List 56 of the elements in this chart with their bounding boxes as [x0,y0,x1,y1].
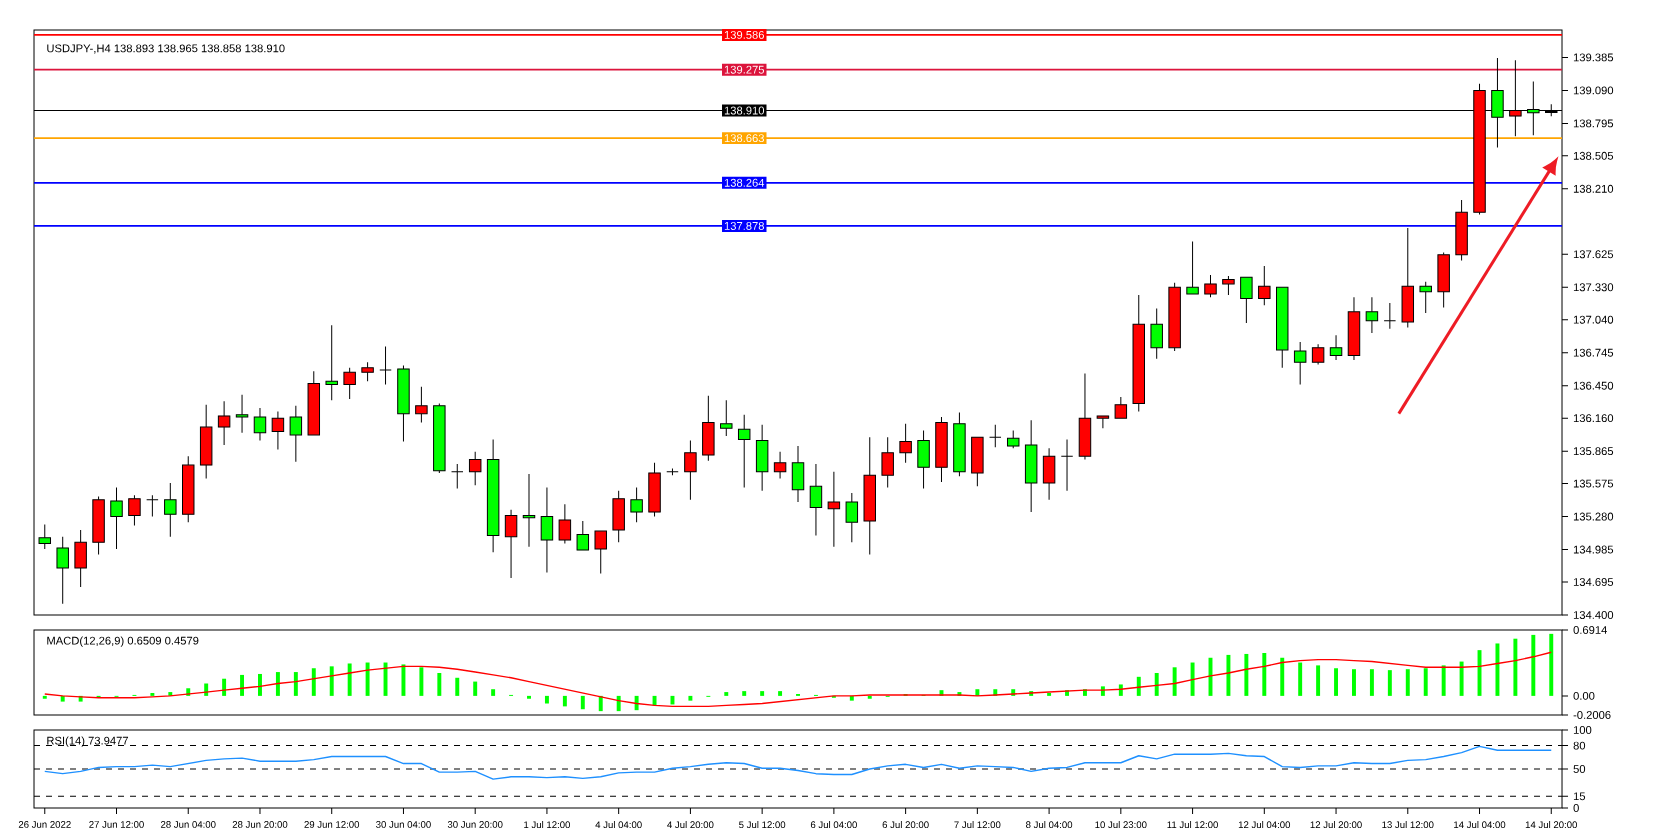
text: MACD(12,26,9) 0.6509 0.4579 [47,636,199,647]
ref-line-label: 139.586 [724,30,764,39]
y-tick-label: 137.625 [1573,250,1614,259]
ref-line-label: 137.878 [724,222,764,230]
y-tick-label: 136.745 [1573,348,1614,357]
y-tick-label: 138.795 [1573,119,1614,128]
ref-line-label: 139.275 [724,65,765,74]
y-tick-label: 136.450 [1573,381,1614,390]
y-tick-label: 0 [1573,804,1579,812]
y-tick-label: -0.2006 [1573,711,1611,719]
y-tick-label: 134.695 [1573,578,1614,586]
y-tick-label: 100 [1573,726,1592,734]
x-tick-label: 4 Jul 04:00 [595,821,642,829]
x-tick-label: 6 Jul 04:00 [810,821,857,829]
y-tick-label: 137.330 [1573,283,1614,292]
x-tick-label: 28 Jun 20:00 [232,821,288,828]
x-tick-label: 29 Jun 12:00 [304,821,360,828]
x-tick-label: 1 Jul 12:00 [524,821,571,829]
y-tick-label: 135.865 [1573,447,1614,456]
x-tick-label: 30 Jun 20:00 [447,821,503,828]
x-tick-label: 26 Jun 2022 [18,821,71,828]
ref-line-label: 138.663 [724,134,764,143]
y-tick-label: 139.385 [1573,53,1614,62]
y-tick-label: 135.575 [1573,479,1614,488]
y-tick-label: 134.985 [1573,545,1614,554]
y-tick-label: 139.090 [1573,86,1614,95]
x-tick-label: 14 Jul 04:00 [1454,821,1506,829]
x-tick-label: 12 Jul 04:00 [1238,821,1291,829]
y-tick-label: 134.400 [1573,611,1614,619]
y-tick-label: 138.505 [1573,151,1614,160]
ref-line-label: 138.264 [724,178,765,187]
y-tick-label: 50 [1573,765,1586,773]
x-tick-label: 4 Jul 20:00 [667,821,714,829]
x-tick-label: 8 Jul 04:00 [1026,821,1073,829]
y-tick-label: 0.6914 [1573,626,1607,634]
y-tick-label: 15 [1573,792,1586,801]
text: USDJPY-,H4 138.893 138.965 138.858 138.910 [47,44,285,54]
y-tick-label: 0.00 [1573,691,1595,700]
y-tick-label: 137.040 [1573,315,1614,324]
y-tick-label: 136.160 [1573,414,1614,423]
x-tick-label: 28 Jun 04:00 [160,821,216,828]
text: RSI(14) 73.9477 [47,736,129,747]
x-tick-label: 7 Jul 12:00 [954,821,1001,829]
y-tick-label: 135.280 [1573,512,1614,521]
x-tick-label: 12 Jul 20:00 [1310,821,1362,829]
x-tick-label: 10 Jul 23:00 [1095,821,1147,829]
x-tick-label: 30 Jun 04:00 [376,821,431,828]
y-tick-label: 80 [1573,741,1586,750]
x-tick-label: 27 Jun 12:00 [89,821,144,828]
x-tick-label: 13 Jul 12:00 [1382,821,1434,829]
x-tick-label: 11 Jul 12:00 [1167,821,1218,829]
x-tick-label: 5 Jul 12:00 [739,821,786,829]
x-tick-label: 14 Jul 20:00 [1525,821,1578,829]
x-tick-label: 6 Jul 20:00 [882,821,929,829]
ref-line-label: 138.910 [724,106,765,115]
y-tick-label: 138.210 [1573,184,1614,193]
